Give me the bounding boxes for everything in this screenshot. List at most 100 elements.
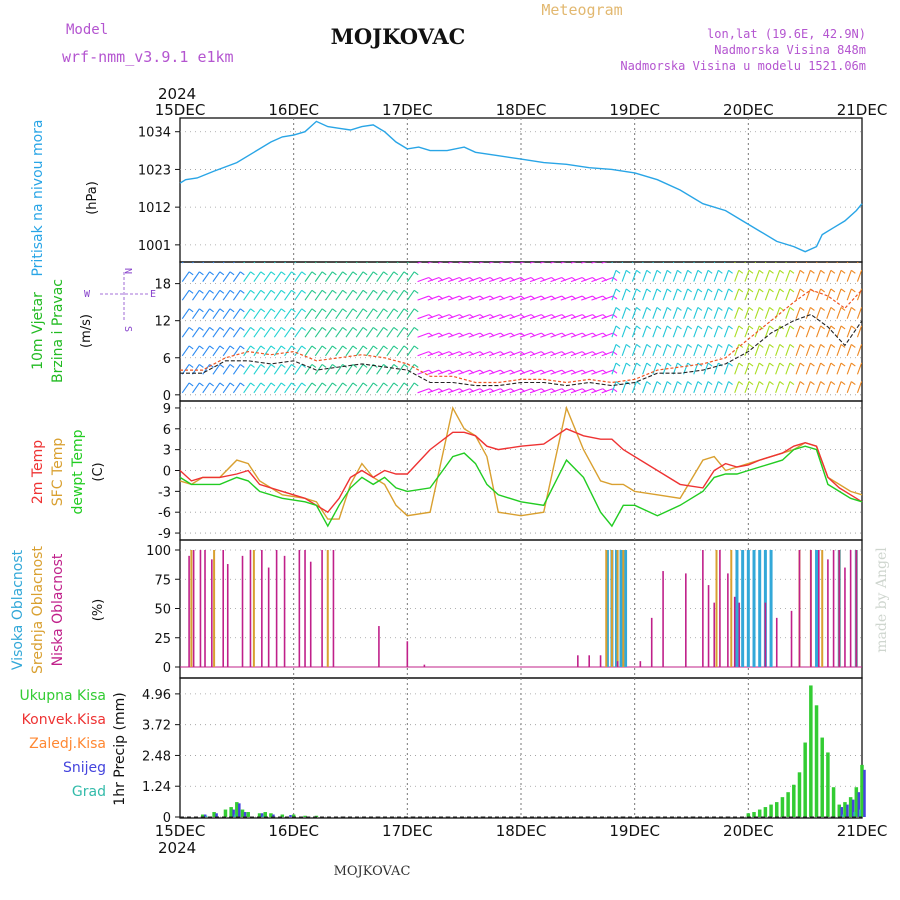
wind-barb bbox=[846, 325, 852, 338]
wind-barb-flag bbox=[312, 253, 316, 256]
wind-barb-flag bbox=[393, 382, 399, 387]
wind-barb bbox=[621, 307, 627, 319]
wind-barb bbox=[683, 288, 689, 301]
y-tick-label: 3.72 bbox=[142, 719, 171, 734]
wind-barb bbox=[417, 332, 430, 338]
wind-barb-flag bbox=[615, 288, 621, 293]
total-rain-bar bbox=[814, 705, 819, 817]
wind-barb bbox=[764, 362, 771, 375]
wind-barb bbox=[805, 344, 811, 356]
low-cloud-bar bbox=[199, 550, 202, 667]
wind-barb-flag bbox=[270, 308, 276, 313]
wind-barb-flag bbox=[311, 382, 317, 387]
wind-barb bbox=[273, 345, 282, 357]
wind-barb-flag bbox=[625, 344, 631, 348]
wind-barb-flag bbox=[413, 364, 419, 368]
wind-barb-flag bbox=[687, 269, 692, 274]
wind-barb bbox=[683, 307, 689, 319]
low-cloud-bar bbox=[192, 550, 195, 667]
wind-barb bbox=[263, 290, 272, 301]
wind-barb-flag bbox=[707, 344, 713, 348]
wind-barb bbox=[581, 314, 593, 320]
y-tick-label: 1034 bbox=[138, 126, 171, 141]
wind-barb bbox=[744, 362, 750, 375]
wind-barb bbox=[816, 307, 822, 319]
wind-barb-flag bbox=[656, 306, 662, 311]
wind-barb bbox=[856, 325, 862, 338]
date-tick-label: 15DEC bbox=[155, 101, 206, 119]
wind-barb bbox=[560, 369, 573, 375]
wind-barb-flag bbox=[656, 381, 662, 385]
wind-barb-flag bbox=[840, 381, 846, 385]
wind-barb bbox=[345, 345, 354, 357]
snow-bar bbox=[238, 803, 241, 817]
low-cloud-bar bbox=[685, 573, 687, 667]
wind-barb bbox=[458, 351, 470, 357]
wind-barb-flag bbox=[646, 269, 652, 274]
wind-barb-flag bbox=[413, 382, 419, 387]
wind-barb bbox=[468, 332, 481, 338]
wind-barb-flag bbox=[302, 253, 306, 256]
wind-barb bbox=[723, 270, 730, 282]
wind-barb-flag bbox=[362, 364, 368, 368]
wind-barb-flag bbox=[687, 325, 692, 330]
wind-barb-flag bbox=[769, 344, 774, 348]
wind-barb bbox=[488, 332, 501, 338]
wind-barb-flag bbox=[636, 325, 641, 330]
wind-barb-flag bbox=[260, 308, 266, 313]
wind-barb-flag bbox=[646, 344, 652, 348]
wind-barb-flag bbox=[840, 362, 846, 367]
wind-barb bbox=[519, 351, 532, 357]
wind-barb bbox=[826, 307, 832, 319]
wind-barb-flag bbox=[830, 344, 836, 348]
total-rain-bar bbox=[263, 812, 267, 817]
wind-barb-flag bbox=[362, 382, 368, 387]
wind-barb bbox=[560, 314, 573, 320]
wind-barb-flag bbox=[189, 253, 193, 256]
wind-barb-flag bbox=[229, 345, 235, 350]
wind-barb bbox=[294, 382, 303, 394]
wind-barb-flag bbox=[728, 269, 733, 274]
wind-barb bbox=[386, 382, 395, 394]
wind-barb bbox=[713, 288, 719, 301]
wind-barb-flag bbox=[229, 289, 235, 294]
wind-barb bbox=[294, 308, 303, 320]
wind-barb bbox=[723, 325, 730, 338]
wind-barb bbox=[222, 364, 231, 375]
wind-barb bbox=[642, 307, 648, 319]
wind-barb-flag bbox=[188, 382, 194, 387]
high-cloud-bar bbox=[619, 550, 623, 667]
wind-barb bbox=[232, 327, 241, 338]
wind-barb bbox=[570, 314, 583, 320]
wind-barb-flag bbox=[362, 271, 368, 276]
wind-barb bbox=[417, 314, 430, 320]
wind-barb bbox=[581, 262, 586, 264]
wind-barb bbox=[560, 351, 573, 357]
wind-barb bbox=[540, 388, 552, 394]
wind-barb-flag bbox=[403, 326, 409, 331]
snow-bar bbox=[215, 813, 218, 817]
wind-barb-flag bbox=[636, 252, 640, 255]
wind-barb-flag bbox=[332, 253, 336, 256]
low-cloud-bar bbox=[650, 617, 653, 667]
total-rain-bar bbox=[314, 815, 319, 817]
wind-barb bbox=[652, 344, 658, 356]
wind-barb bbox=[529, 262, 535, 264]
low-cloud-bar bbox=[241, 555, 244, 667]
wind-barb-flag bbox=[850, 269, 856, 274]
wind-barb bbox=[499, 277, 511, 283]
wind-barb-flag bbox=[799, 288, 805, 293]
wind-barb bbox=[212, 382, 221, 394]
wind-barb-flag bbox=[311, 308, 317, 313]
wind-barb-flag bbox=[219, 326, 225, 331]
wind-barb-flag bbox=[840, 288, 846, 293]
wind-barb bbox=[856, 307, 862, 319]
wind-barb bbox=[222, 290, 231, 301]
wind-barb-flag bbox=[820, 325, 825, 330]
wind-barb bbox=[263, 327, 272, 338]
low-cloud-bar bbox=[719, 550, 721, 667]
wind-barb-flag bbox=[229, 382, 235, 387]
low-cloud-bar bbox=[827, 559, 829, 667]
wind-barb bbox=[273, 290, 282, 301]
